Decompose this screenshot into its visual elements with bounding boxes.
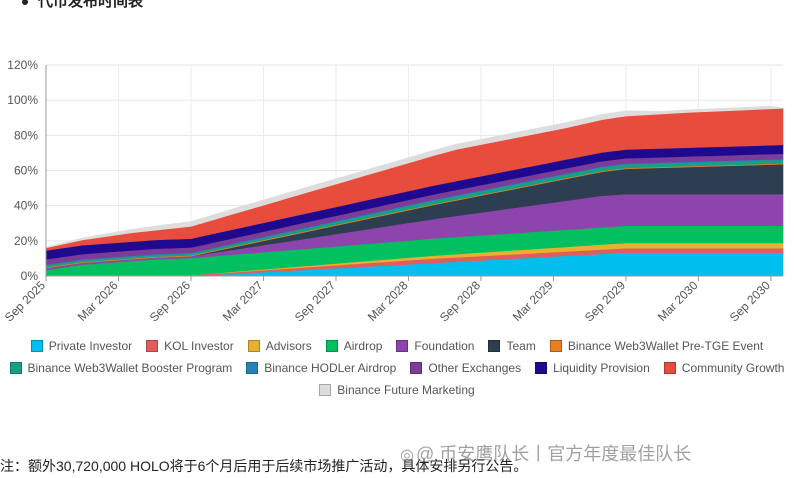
legend-label: Binance Web3Wallet Pre-TGE Event xyxy=(567,339,764,353)
legend-swatch xyxy=(549,340,562,352)
legend-swatch xyxy=(488,340,501,352)
watermark: ◎ @ 币安鹰队长丨官方年度最佳队长 xyxy=(400,440,691,466)
x-tick-label: Mar 2028 xyxy=(365,278,411,324)
legend-item[interactable]: KOL Investor xyxy=(146,338,234,354)
section-heading: 代币发布时间表 xyxy=(22,0,143,11)
legend-swatch xyxy=(663,362,676,374)
legend-label: Binance HODLer Airdrop xyxy=(264,361,397,375)
legend-item[interactable]: Liquidity Provision xyxy=(535,360,650,376)
y-tick-label: 80% xyxy=(14,128,38,142)
x-tick-label: Mar 2026 xyxy=(75,278,121,324)
legend-item[interactable]: Team xyxy=(488,338,536,354)
area-series-12 xyxy=(45,105,784,249)
legend-label: Binance Web3Wallet Booster Program xyxy=(27,361,233,375)
legend-label: Advisors xyxy=(265,339,312,353)
x-tick-label: Sep 2030 xyxy=(727,278,773,324)
y-tick-label: 60% xyxy=(14,164,38,178)
y-tick-label: 20% xyxy=(14,234,38,248)
legend-label: Binance Future Marketing xyxy=(337,383,475,397)
x-tick-label: Sep 2026 xyxy=(147,278,193,324)
legend-item[interactable]: Community Growth xyxy=(663,360,785,376)
legend-label: Liquidity Provision xyxy=(553,361,650,375)
legend-item[interactable]: Private Investor xyxy=(30,338,133,354)
legend-swatch xyxy=(9,362,22,374)
y-axis: 0% 20% 40% 60% 80% 100% 120% xyxy=(7,58,47,283)
legend-swatch xyxy=(535,362,548,374)
legend-swatch xyxy=(247,340,260,352)
legend-swatch xyxy=(146,340,159,352)
legend-swatch xyxy=(30,340,43,352)
legend-swatch xyxy=(246,362,259,374)
y-tick-label: 120% xyxy=(7,58,38,72)
legend-item[interactable]: Binance Future Marketing xyxy=(319,382,475,398)
legend-swatch xyxy=(319,384,332,396)
x-tick-label: Mar 2027 xyxy=(220,278,266,324)
legend-label: Other Exchanges xyxy=(428,361,522,375)
y-tick-label: 40% xyxy=(14,199,38,213)
x-axis: Sep 2025 Mar 2026 Sep 2026 Mar 2027 Sep 2027… xyxy=(2,275,783,324)
footnote: 注：额外30,720,000 HOLO将于6个月后用于后续市场推广活动，具体安排… xyxy=(0,458,528,474)
bullet-icon xyxy=(22,0,28,6)
x-tick-label: Sep 2028 xyxy=(437,278,483,324)
camera-icon: ◎ xyxy=(400,447,414,464)
stacked-areas xyxy=(45,105,784,277)
legend-item[interactable]: Binance HODLer Airdrop xyxy=(246,360,396,376)
x-tick-label: Sep 2029 xyxy=(582,278,628,324)
legend-item[interactable]: Binance Web3Wallet Booster Program xyxy=(9,360,233,376)
legend-label: Team xyxy=(506,339,536,353)
token-unlock-chart: 0%20%40%60%80%100%120% Sep 2025 Mar 2026 S… xyxy=(2,58,784,324)
legend-label: Foundation xyxy=(414,339,475,353)
legend-label: KOL Investor xyxy=(164,339,234,353)
section-heading-text: 代币发布时间表 xyxy=(38,0,144,10)
x-tick-label: Sep 2027 xyxy=(292,278,338,324)
legend-label: Community Growth xyxy=(681,361,785,375)
legend-item[interactable]: Other Exchanges xyxy=(410,360,521,376)
legend-swatch xyxy=(410,362,423,374)
chart-legend: Private Investor KOL Investor Advisors Aird… xyxy=(8,338,786,398)
x-tick-label: Sep 2025 xyxy=(2,278,48,324)
legend-item[interactable]: Foundation xyxy=(396,338,474,354)
legend-swatch xyxy=(325,340,338,352)
watermark-text: @ 币安鹰队长丨官方年度最佳队长 xyxy=(415,444,692,464)
x-tick-label: Mar 2030 xyxy=(655,278,701,324)
y-tick-label: 0% xyxy=(21,269,39,283)
legend-item[interactable]: Airdrop xyxy=(325,338,383,354)
x-tick-label: Mar 2029 xyxy=(510,278,556,324)
legend-item[interactable]: Advisors xyxy=(247,338,312,354)
legend-item[interactable]: Binance Web3Wallet Pre-TGE Event xyxy=(549,338,764,354)
legend-swatch xyxy=(396,340,409,352)
legend-label: Airdrop xyxy=(343,339,383,353)
legend-label: Private Investor xyxy=(48,339,133,353)
y-tick-label: 100% xyxy=(7,93,38,107)
